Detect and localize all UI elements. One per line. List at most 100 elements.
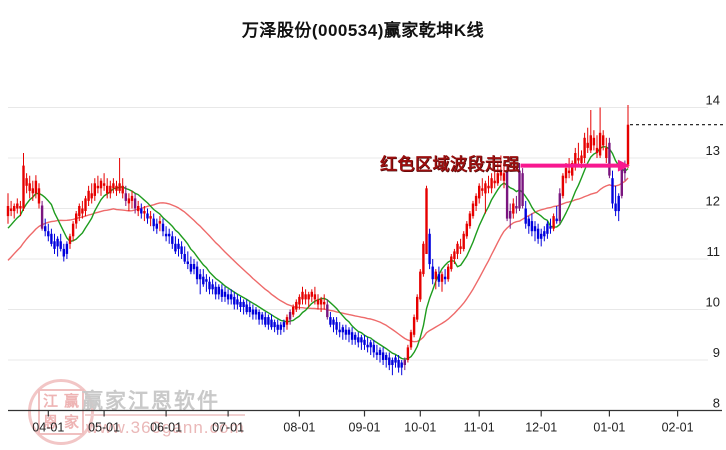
candle-body: [530, 221, 534, 232]
trend-annotation: 红色区域波段走强: [380, 155, 520, 174]
candle-body: [555, 218, 558, 222]
candle-body: [391, 360, 394, 365]
x-axis-label: 09-01: [349, 421, 381, 435]
candle-body: [50, 233, 53, 244]
candle-body: [344, 329, 348, 335]
candle-body: [25, 178, 28, 186]
candle-body: [450, 256, 453, 270]
candle-body: [598, 132, 602, 156]
candle-body: [270, 319, 273, 328]
candle-body: [521, 173, 524, 206]
candle-body: [518, 170, 521, 209]
candle-body: [388, 357, 391, 366]
candle-body: [118, 183, 121, 191]
candle-body: [220, 289, 224, 297]
candle-body: [301, 291, 304, 300]
candle-body: [174, 243, 177, 252]
candle-body: [164, 233, 168, 237]
candle-body: [239, 301, 242, 307]
candle-body: [354, 334, 357, 340]
candle-body: [68, 236, 72, 244]
candle-body: [245, 304, 248, 313]
candle-body: [295, 301, 298, 310]
candle-body: [16, 203, 19, 209]
y-axis-label: 14: [706, 93, 720, 108]
candle-body: [536, 228, 540, 239]
candle-body: [130, 195, 134, 201]
candle-body: [78, 206, 81, 217]
candle-body: [499, 170, 503, 176]
candle-body: [533, 226, 537, 232]
candle-body: [347, 329, 351, 335]
candle-body: [381, 352, 385, 360]
candle-body: [443, 276, 447, 280]
candle-body: [47, 231, 50, 237]
candle-body: [316, 299, 320, 305]
candle-body: [416, 296, 419, 320]
candle-body: [422, 243, 425, 275]
candle-body: [171, 236, 174, 244]
x-axis-label: 06-01: [150, 421, 182, 435]
candle-body: [195, 266, 199, 280]
resistance-arrow-line: [520, 159, 630, 172]
brand-seal-square: 江 赢 恩 家: [38, 389, 84, 435]
candle-body: [273, 322, 276, 328]
candle-body: [509, 211, 512, 219]
watermark-brand: 赢家江恩软件: [82, 390, 220, 413]
candle-body: [357, 337, 360, 343]
candle-body: [623, 168, 627, 174]
candle-body: [341, 327, 344, 333]
candle-body: [462, 233, 465, 249]
candle-body: [65, 243, 69, 254]
candle-body: [6, 206, 10, 217]
candle-body: [137, 206, 140, 212]
candle-body: [87, 190, 90, 201]
candle-body: [564, 168, 568, 179]
candle-body: [502, 173, 506, 181]
candle-body: [152, 218, 155, 227]
candle-body: [298, 296, 301, 305]
candle-body: [515, 206, 518, 209]
ma-long-line: [7, 177, 629, 343]
candle-body: [310, 291, 313, 297]
y-axis-label: 13: [706, 143, 720, 158]
candle-body: [202, 276, 205, 285]
candle-body: [487, 185, 490, 189]
candle-body: [403, 360, 406, 365]
x-axis-ticks: 04-01 05-01 06-01 07-01 08-01 09-01 10-01 11-01…: [32, 410, 694, 435]
x-axis-label: 10-01: [404, 421, 436, 435]
candle-body: [323, 301, 326, 305]
candle-body: [372, 344, 375, 353]
candle-body: [512, 203, 515, 214]
candle-body: [332, 319, 335, 325]
candle-body: [96, 185, 100, 189]
candle-body: [226, 294, 230, 300]
candle-body: [288, 312, 292, 320]
seal-char: 赢: [63, 393, 79, 410]
x-axis-label: 08-01: [283, 421, 315, 435]
candle-body: [552, 216, 555, 229]
candle-body: [453, 251, 456, 259]
candle-body: [37, 188, 41, 204]
candle-body: [456, 243, 459, 254]
candle-body: [608, 142, 611, 176]
candle-body: [304, 294, 307, 300]
candle-body: [319, 299, 323, 305]
candle-body: [478, 185, 481, 199]
candle-body: [471, 203, 475, 217]
candle-body: [602, 135, 605, 146]
candle-body: [338, 329, 341, 333]
candle-body: [81, 208, 84, 214]
candle-body: [133, 198, 137, 209]
candle-body: [326, 304, 329, 318]
x-axis-label: 05-01: [88, 421, 120, 435]
candle-body: [614, 203, 617, 212]
brand-seal-icon: 江 赢 恩 家: [28, 379, 94, 445]
candle-body: [611, 178, 614, 204]
candle-body: [493, 180, 496, 184]
candle-body: [363, 339, 366, 345]
candle-body: [180, 246, 183, 254]
candle-body: [431, 266, 434, 280]
